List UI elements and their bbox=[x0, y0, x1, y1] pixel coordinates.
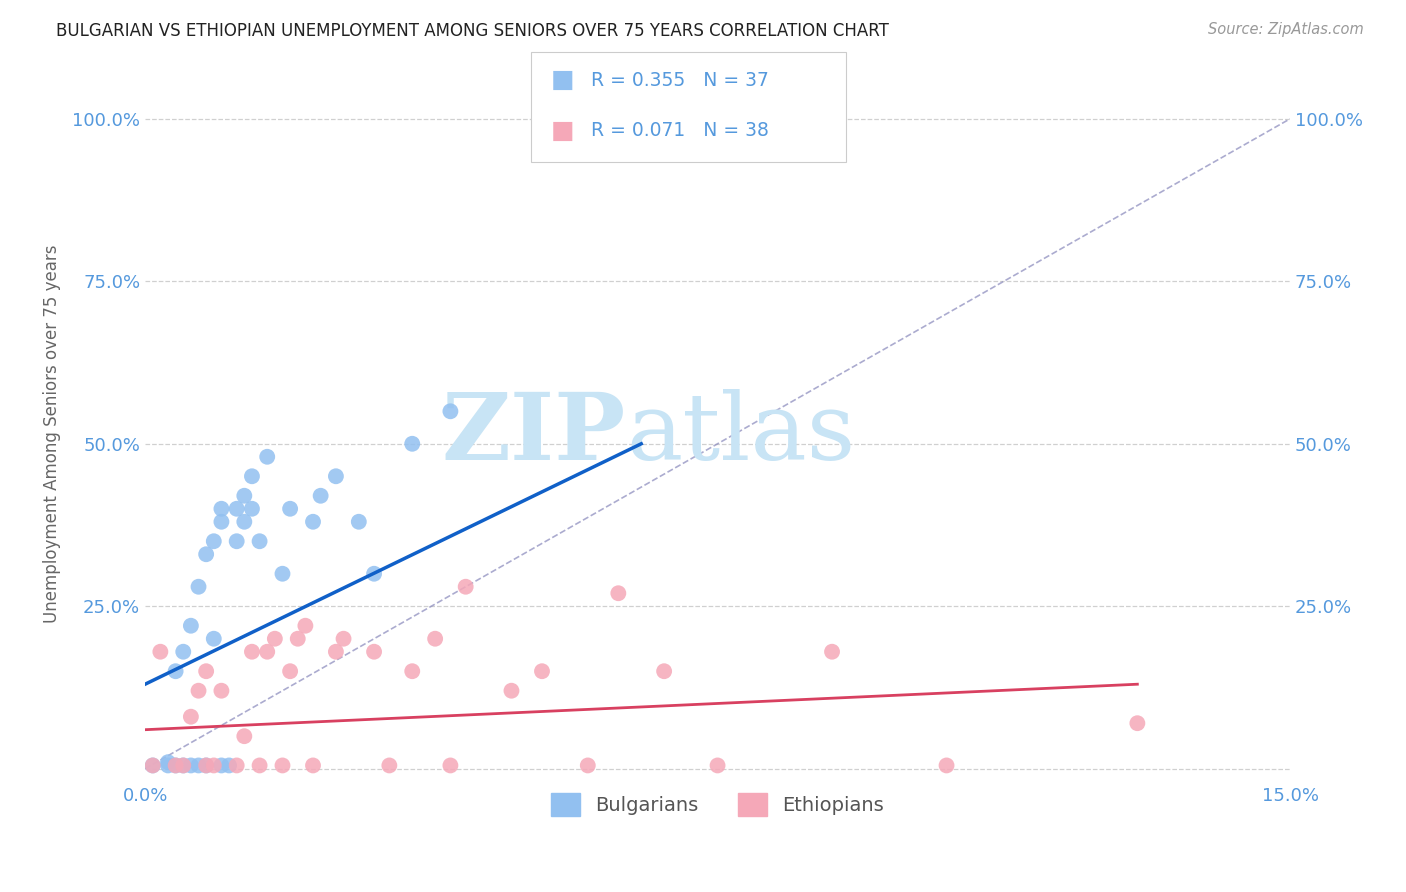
Point bbox=[249, 534, 271, 549]
Point bbox=[195, 664, 218, 678]
Point bbox=[530, 664, 553, 678]
Point bbox=[218, 758, 240, 772]
Point bbox=[576, 758, 599, 772]
Point bbox=[225, 534, 247, 549]
Point bbox=[263, 632, 285, 646]
Point bbox=[180, 709, 202, 723]
Point bbox=[172, 758, 194, 772]
Point bbox=[209, 683, 232, 698]
Point bbox=[271, 758, 294, 772]
Text: ■: ■ bbox=[551, 119, 575, 143]
Point bbox=[142, 758, 165, 772]
Point bbox=[287, 632, 309, 646]
Point bbox=[439, 404, 461, 418]
Point bbox=[187, 758, 209, 772]
Point bbox=[187, 683, 209, 698]
Point bbox=[172, 645, 194, 659]
Point bbox=[278, 664, 301, 678]
Point bbox=[294, 618, 316, 632]
Point bbox=[156, 755, 179, 769]
Point bbox=[233, 729, 256, 743]
Point bbox=[172, 758, 194, 772]
Point bbox=[165, 758, 187, 772]
Point bbox=[706, 758, 728, 772]
Point bbox=[501, 683, 523, 698]
Point bbox=[249, 758, 271, 772]
Point bbox=[156, 758, 179, 772]
Point bbox=[209, 758, 232, 772]
Point bbox=[363, 645, 385, 659]
Point bbox=[302, 758, 325, 772]
Point bbox=[1126, 716, 1149, 731]
Point bbox=[423, 632, 446, 646]
Point bbox=[607, 586, 630, 600]
Point bbox=[401, 664, 423, 678]
Point bbox=[454, 580, 477, 594]
Point bbox=[325, 469, 347, 483]
Text: R = 0.071   N = 38: R = 0.071 N = 38 bbox=[591, 121, 769, 140]
Text: ■: ■ bbox=[551, 69, 575, 92]
Point bbox=[278, 501, 301, 516]
Point bbox=[209, 515, 232, 529]
Point bbox=[142, 758, 165, 772]
Legend: Bulgarians, Ethiopians: Bulgarians, Ethiopians bbox=[543, 785, 891, 824]
Point bbox=[202, 632, 225, 646]
Point bbox=[233, 489, 256, 503]
Point bbox=[233, 515, 256, 529]
Point bbox=[195, 547, 218, 561]
Point bbox=[439, 758, 461, 772]
Point bbox=[401, 437, 423, 451]
Point bbox=[256, 450, 278, 464]
Point bbox=[302, 515, 325, 529]
Text: R = 0.355   N = 37: R = 0.355 N = 37 bbox=[591, 70, 769, 90]
Point bbox=[225, 758, 247, 772]
Point bbox=[149, 645, 172, 659]
Point bbox=[240, 645, 263, 659]
Point bbox=[180, 618, 202, 632]
Point bbox=[195, 758, 218, 772]
Point bbox=[363, 566, 385, 581]
Point bbox=[195, 758, 218, 772]
Point bbox=[240, 469, 263, 483]
Point bbox=[821, 645, 844, 659]
Point bbox=[332, 632, 354, 646]
Text: BULGARIAN VS ETHIOPIAN UNEMPLOYMENT AMONG SENIORS OVER 75 YEARS CORRELATION CHAR: BULGARIAN VS ETHIOPIAN UNEMPLOYMENT AMON… bbox=[56, 22, 889, 40]
Point bbox=[180, 758, 202, 772]
Point bbox=[309, 489, 332, 503]
Point bbox=[240, 501, 263, 516]
Text: atlas: atlas bbox=[626, 389, 855, 479]
Point bbox=[652, 664, 675, 678]
Y-axis label: Unemployment Among Seniors over 75 years: Unemployment Among Seniors over 75 years bbox=[44, 244, 60, 624]
Point bbox=[202, 758, 225, 772]
Point bbox=[378, 758, 401, 772]
Point bbox=[271, 566, 294, 581]
Point bbox=[256, 645, 278, 659]
Point bbox=[202, 534, 225, 549]
Point bbox=[187, 580, 209, 594]
Text: ZIP: ZIP bbox=[441, 389, 626, 479]
Point bbox=[347, 515, 370, 529]
Point bbox=[225, 501, 247, 516]
Point bbox=[165, 664, 187, 678]
Point bbox=[554, 131, 576, 145]
Text: Source: ZipAtlas.com: Source: ZipAtlas.com bbox=[1208, 22, 1364, 37]
Point bbox=[165, 758, 187, 772]
Point bbox=[325, 645, 347, 659]
Point bbox=[935, 758, 957, 772]
Point bbox=[209, 501, 232, 516]
